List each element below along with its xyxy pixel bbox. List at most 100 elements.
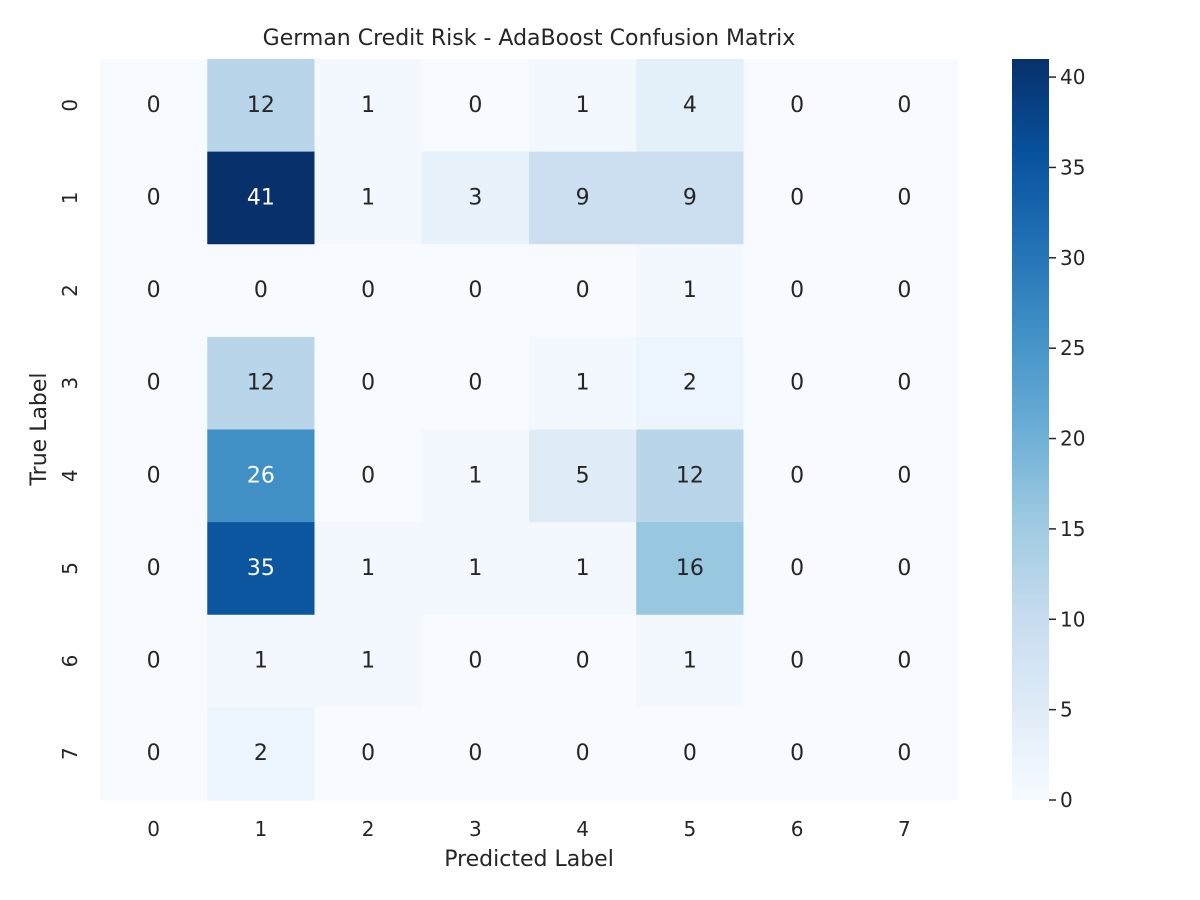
- heatmap-cell: [529, 244, 637, 338]
- heatmap-cell: [207, 614, 315, 708]
- cell-value-label: 0: [897, 741, 911, 766]
- cell-value-label: 1: [468, 463, 482, 488]
- cell-value-label: 0: [790, 371, 804, 396]
- cell-value-label: 1: [576, 93, 590, 118]
- x-tick-label: 0: [147, 817, 160, 841]
- heatmap-cell: [850, 59, 959, 153]
- heatmap-cell: [636, 522, 744, 616]
- heatmap-cell: [850, 151, 959, 245]
- heatmap-cell: [529, 336, 637, 430]
- cell-value-label: 16: [676, 556, 704, 581]
- x-tick-label: 1: [255, 817, 268, 841]
- cell-value-label: 0: [147, 556, 161, 581]
- cell-value-label: 2: [683, 371, 697, 396]
- cell-value-label: 1: [361, 93, 375, 118]
- cell-value-label: 3: [468, 185, 482, 210]
- colorbar-tick-label: 40: [1060, 65, 1085, 89]
- heatmap-cell: [421, 336, 530, 430]
- cell-value-label: 1: [576, 371, 590, 396]
- heatmap-cell: [421, 614, 530, 708]
- heatmap-cell: [529, 707, 637, 801]
- cell-value-label: 0: [147, 741, 161, 766]
- cell-value-label: 1: [361, 556, 375, 581]
- y-tick-label: 0: [58, 99, 82, 112]
- cell-value-label: 0: [147, 649, 161, 674]
- chart-title: German Credit Risk - AdaBoost Confusion …: [263, 26, 796, 51]
- cell-value-label: 9: [576, 185, 590, 210]
- x-tick-label: 7: [898, 817, 911, 841]
- colorbar-tick-label: 30: [1060, 246, 1085, 270]
- heatmap-cell: [743, 614, 852, 708]
- colorbar-tick-label: 10: [1060, 607, 1085, 631]
- colorbar-tick-label: 15: [1060, 517, 1085, 541]
- cell-value-label: 0: [147, 278, 161, 303]
- cell-value-label: 12: [676, 463, 704, 488]
- cell-value-label: 0: [897, 185, 911, 210]
- cell-value-label: 12: [247, 371, 275, 396]
- heatmap-cell: [421, 244, 530, 338]
- heatmap-cell: [100, 614, 208, 708]
- y-tick-labels: 0 1 2 3 4 5 6 7: [58, 99, 82, 760]
- heatmap-cell: [314, 336, 423, 430]
- y-tick-label: 1: [58, 192, 82, 205]
- heatmap-cell: [850, 614, 959, 708]
- heatmap-cell: [100, 244, 208, 338]
- heatmap-cell: [421, 522, 530, 616]
- heatmap-cell: [636, 429, 744, 523]
- cell-value-label: 5: [576, 463, 590, 488]
- heatmap-cell: [207, 429, 315, 523]
- heatmap-cell: [743, 707, 852, 801]
- cell-value-label: 1: [361, 185, 375, 210]
- heatmap-cell: [100, 522, 208, 616]
- heatmap-cell: [850, 707, 959, 801]
- heatmap-cell: [529, 429, 637, 523]
- heatmap-cell: [636, 614, 744, 708]
- heatmap-cell: [207, 522, 315, 616]
- cell-value-label: 4: [683, 93, 697, 118]
- heatmap-cell: [314, 614, 423, 708]
- heatmap-cell: [743, 522, 852, 616]
- cell-value-label: 0: [576, 278, 590, 303]
- colorbar-tick-label: 20: [1060, 427, 1085, 451]
- cell-value-label: 0: [576, 741, 590, 766]
- heatmap-cell: [529, 614, 637, 708]
- cell-value-label: 0: [361, 463, 375, 488]
- cell-value-label: 0: [897, 371, 911, 396]
- heatmap-cell: [207, 151, 315, 245]
- cell-value-labels: 0 12 1 0 1 4 0 00 41 1 3 9 9 0 00 0 0 0 0 1 0 00 12 0 0 1 2 0 00 26 0 1…: [147, 93, 912, 766]
- heatmap-cell: [314, 151, 423, 245]
- cell-value-label: 9: [683, 185, 697, 210]
- x-tick-label: 5: [684, 817, 697, 841]
- cell-value-label: 0: [790, 741, 804, 766]
- cell-value-label: 0: [147, 463, 161, 488]
- heatmap-cell: [314, 707, 423, 801]
- heatmap-cells: [100, 59, 959, 801]
- heatmap-cell: [207, 336, 315, 430]
- cell-value-label: 1: [361, 649, 375, 674]
- heatmap-cell: [207, 59, 315, 153]
- cell-value-label: 0: [254, 278, 268, 303]
- cell-value-label: 12: [247, 93, 275, 118]
- cell-value-label: 41: [247, 185, 275, 210]
- x-tick-label: 4: [576, 817, 589, 841]
- colorbar-ticks: 0 5 10 15 20 25 30 35 40: [1049, 65, 1085, 812]
- cell-value-label: 0: [147, 185, 161, 210]
- heatmap-cell: [529, 522, 637, 616]
- x-tick-label: 6: [791, 817, 804, 841]
- cell-value-label: 0: [361, 371, 375, 396]
- heatmap-cell: [636, 336, 744, 430]
- cell-value-label: 0: [468, 741, 482, 766]
- cell-value-label: 0: [897, 93, 911, 118]
- cell-value-label: 0: [147, 371, 161, 396]
- cell-value-label: 2: [254, 741, 268, 766]
- heatmap-cell: [100, 336, 208, 430]
- heatmap-cell: [100, 707, 208, 801]
- cell-value-label: 0: [468, 649, 482, 674]
- heatmap-cell: [314, 59, 423, 153]
- x-tick-labels: 0 1 2 3 4 5 6 7: [147, 817, 910, 841]
- x-axis-label: Predicted Label: [444, 847, 614, 872]
- heatmap-cell: [207, 244, 315, 338]
- cell-value-label: 1: [683, 278, 697, 303]
- heatmap-cell: [314, 429, 423, 523]
